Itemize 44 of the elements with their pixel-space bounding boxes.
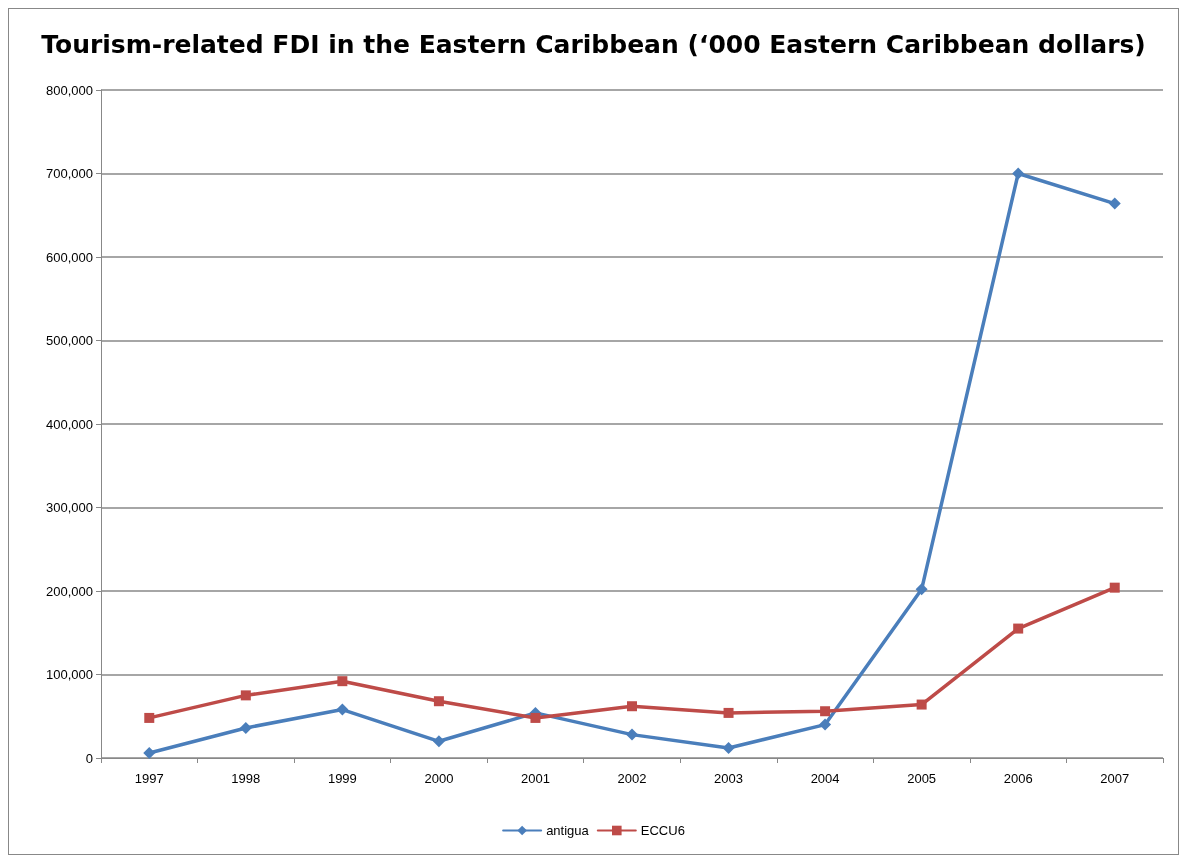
point (240, 690, 251, 701)
y-tick-label: 400,000 (46, 416, 93, 432)
y-tick-label: 500,000 (46, 333, 93, 348)
chart-title: Tourism-related FDI in the Eastern Caribbean (‘000 Eastern Caribbean dollars) (41, 30, 1146, 59)
legend-label: ECCU6 (640, 823, 685, 838)
point (1108, 197, 1121, 210)
x-tick-label: 1999 (327, 771, 357, 786)
x-tick-label: 2006 (1003, 771, 1033, 786)
point (239, 721, 252, 734)
x-tick-label: 2001 (520, 771, 550, 786)
x-tick-label: 2003 (714, 771, 744, 786)
point (432, 735, 445, 748)
point (433, 696, 444, 707)
y-tick-label: 100,000 (46, 667, 93, 682)
y-tick-label: 300,000 (46, 500, 93, 515)
y-tick-label: 800,000 (46, 82, 93, 98)
y-tick-label: 0 (85, 750, 93, 766)
x-tick-label: 1998 (231, 771, 261, 786)
point (626, 728, 638, 741)
legend-label: antigua (546, 823, 590, 838)
point (530, 712, 541, 723)
point (144, 712, 155, 723)
point (916, 699, 927, 710)
point (1109, 582, 1120, 593)
x-tick-label: 2002 (617, 771, 647, 786)
point (337, 676, 348, 687)
point (336, 703, 349, 716)
point (915, 583, 928, 596)
y-tick-label: 700,000 (46, 166, 93, 181)
y-tick-label: 200,000 (46, 583, 93, 599)
x-tick-label: 2007 (1100, 771, 1130, 786)
point (627, 701, 637, 712)
x-tick-label: 1997 (134, 771, 164, 786)
point (819, 718, 832, 731)
point (723, 707, 734, 718)
point (143, 746, 156, 759)
x-tick-label: 2004 (810, 771, 840, 786)
y-tick-label: 600,000 (46, 249, 93, 265)
point (722, 741, 735, 754)
point (1012, 167, 1025, 180)
point (1013, 623, 1024, 634)
x-tick-label: 2000 (424, 771, 454, 786)
point (820, 706, 831, 717)
x-tick-label: 2005 (907, 771, 937, 786)
